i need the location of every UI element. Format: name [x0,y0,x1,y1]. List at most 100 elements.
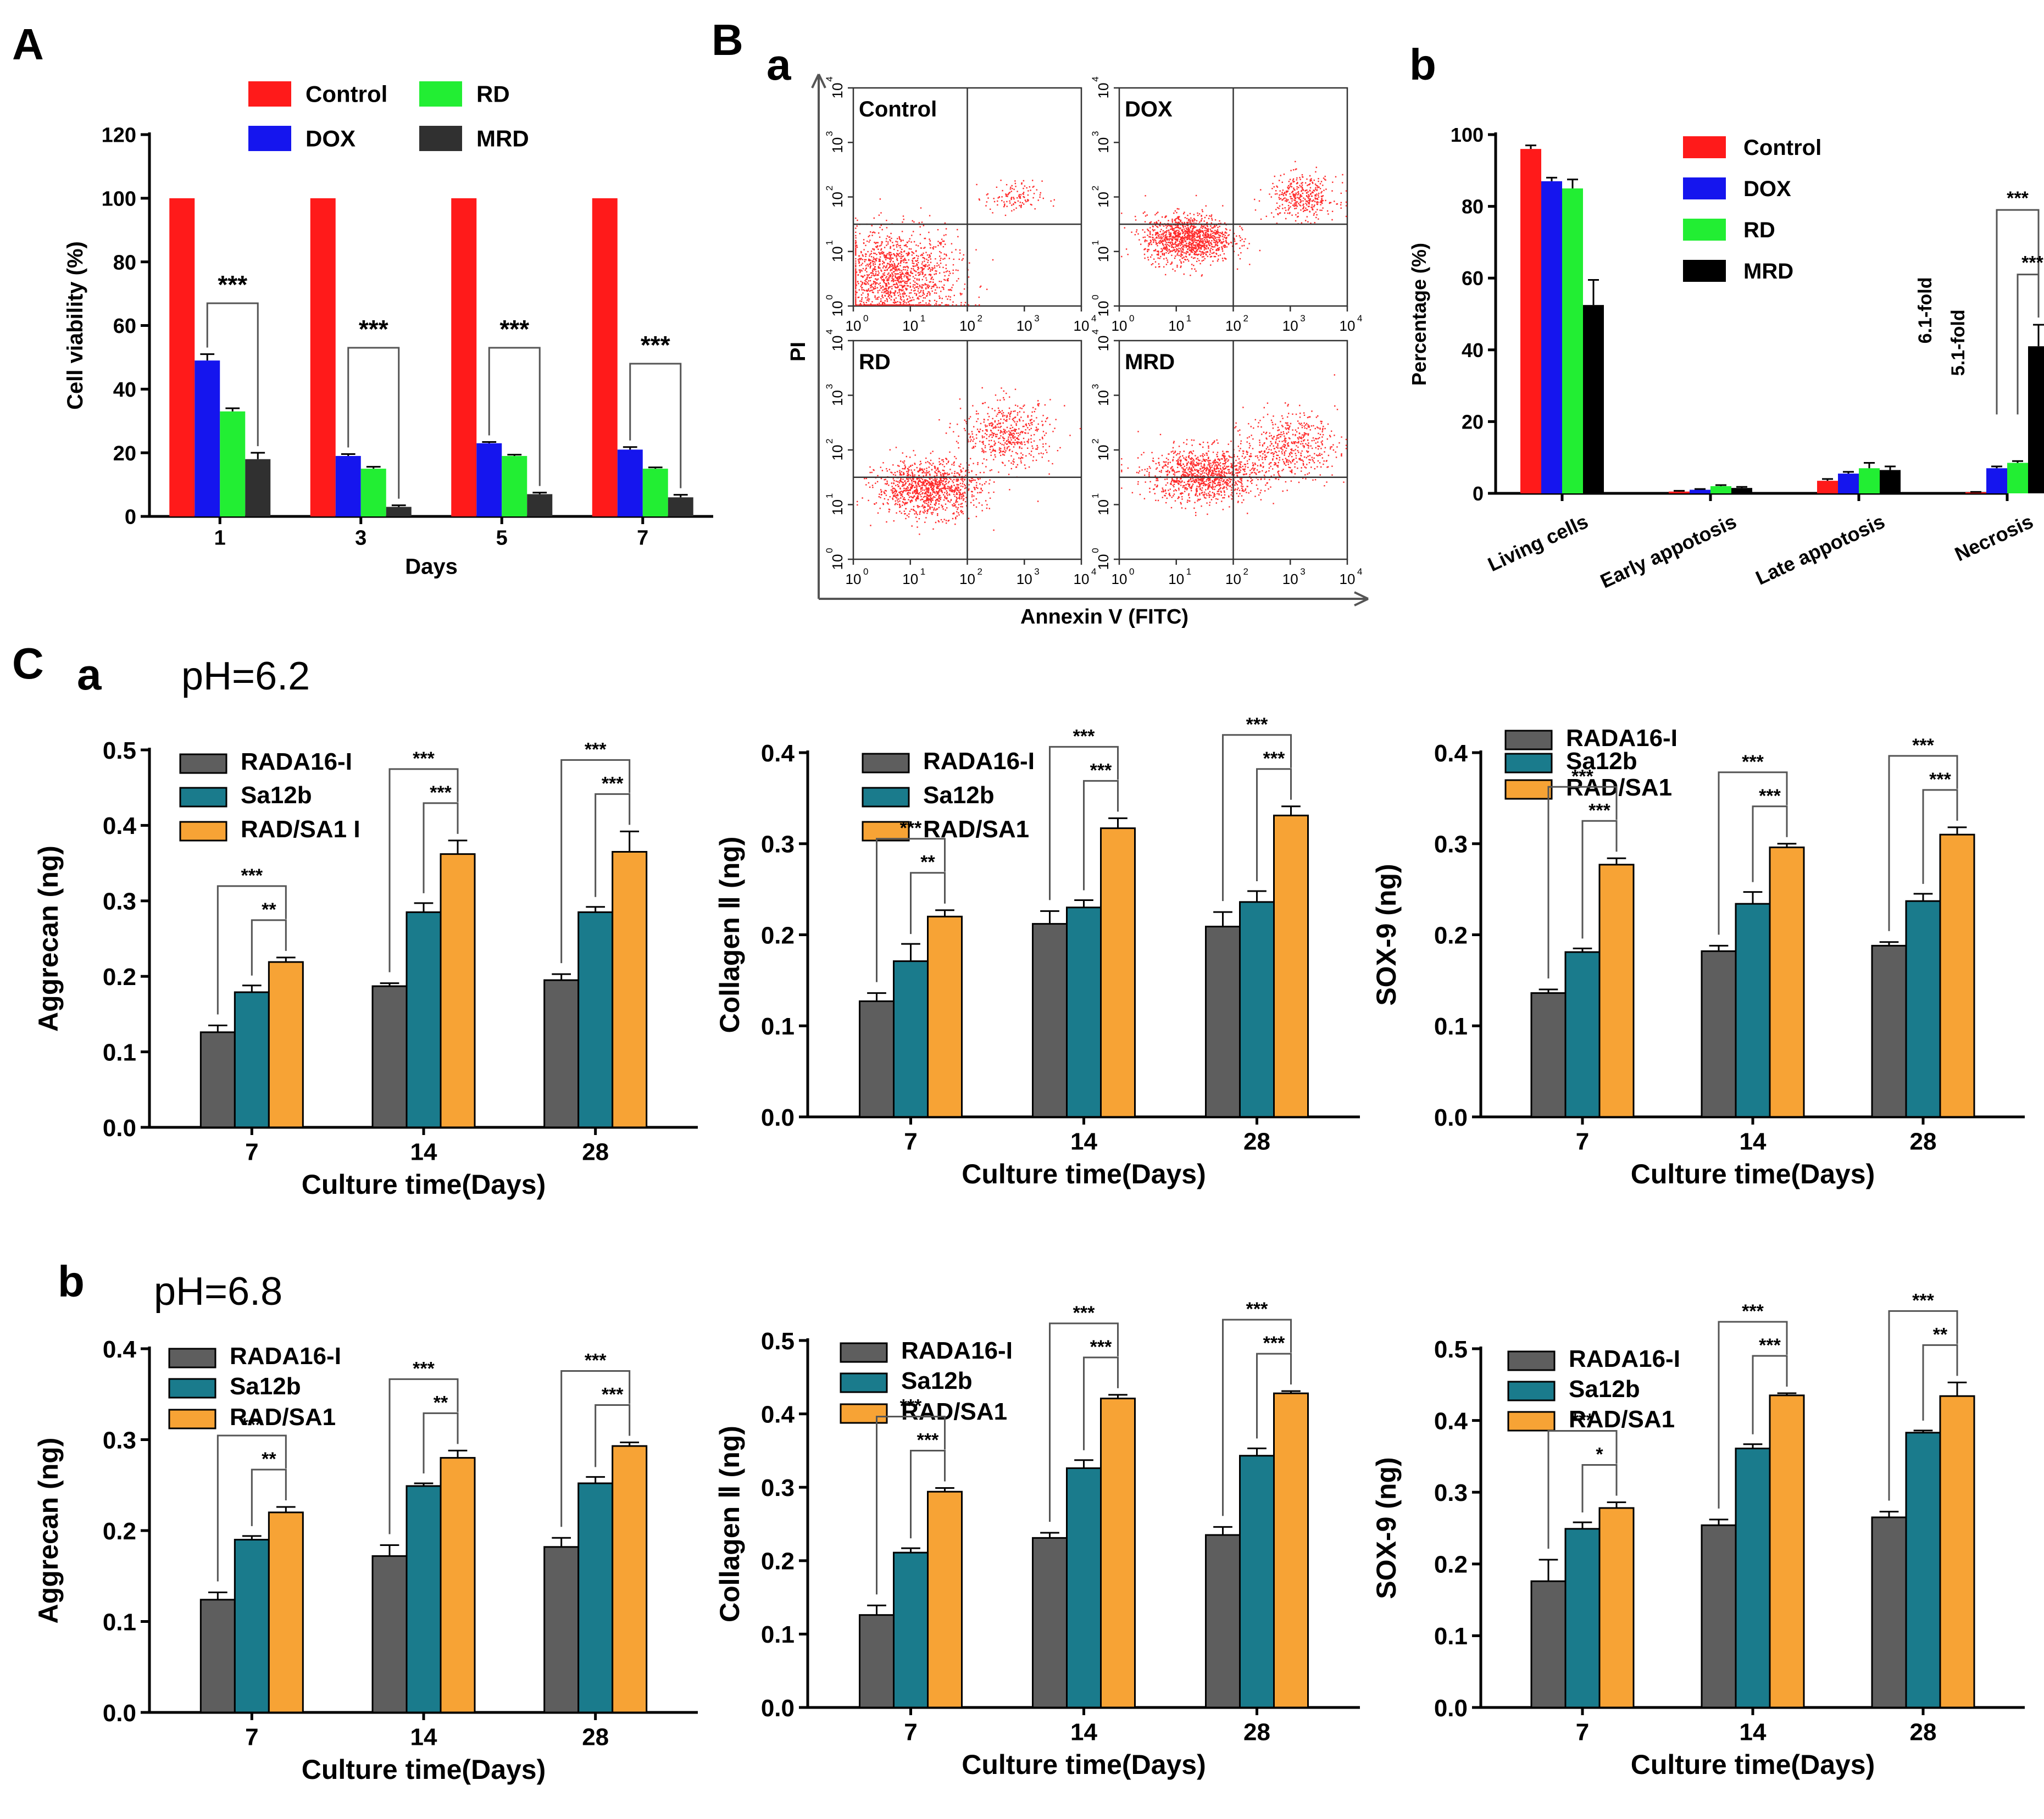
y-tick-label: 20 [113,442,136,465]
y-tick-label: 120 [102,124,136,147]
significance-bracket [1222,734,1292,902]
y-axis-label: Collagen Ⅱ (ng) [714,1426,745,1622]
significance-bracket [216,885,287,1015]
y-tick-label: 10 [1095,137,1112,153]
bar [1769,846,1805,1118]
significance-bracket [1581,1464,1618,1513]
bar [642,469,668,516]
scatter-points [857,447,1039,535]
chart-A: 0 20 40 60 80 100 120 1 3 5 7 Days Cell viability (%… [63,81,713,579]
y-tick-exponent: 4 [824,329,835,334]
legend-swatch [1683,177,1726,199]
plot-title: RD [859,350,891,374]
significance-bracket-label: ** [262,899,276,920]
significance-bracket [1888,755,1958,931]
x-tick-label: 10 [1168,571,1184,587]
y-tick-label: 0.4 [1434,1408,1468,1434]
x-tick-exponent: 1 [1186,566,1191,577]
significance-bracket-label: *** [1742,1301,1764,1322]
bar [1701,950,1737,1118]
x-tick-exponent: 0 [863,566,868,577]
y-tick-label: 0.1 [103,1609,136,1636]
x-tick-label: 7 [245,1138,258,1165]
y-tick-label: 0.4 [1434,740,1468,767]
x-tick-label: 14 [1070,1128,1097,1155]
legend-label: Sa12b [923,782,995,809]
chart-Cb3: 0.0 0.1 0.2 0.3 0.4 0.5 7 14 28 Culture time(Days… [1371,1290,2025,1780]
legend-swatch [1507,1411,1556,1432]
legend-label: Sa12b [230,1373,301,1400]
bar [612,850,648,1128]
bar [1100,827,1136,1118]
y-tick-label: 10 [1095,246,1112,262]
significance-label: *** [2007,188,2029,209]
bar [1562,188,1583,493]
y-tick-label: 0.0 [761,1104,795,1131]
significance-bracket [1888,1310,1958,1501]
bar [2007,463,2028,493]
scatter-points [855,198,994,306]
legend-label: DOX [306,126,356,152]
significance-bracket [1049,1322,1119,1522]
y-tick-label: 10 [829,336,846,352]
significance-bracket [1581,820,1618,939]
y-tick-label: 60 [1462,267,1484,290]
y-tick-label: 0.3 [761,1475,795,1501]
x-tick-label: 10 [1074,571,1090,587]
y-tick-label: 0.2 [103,964,136,991]
bar [440,1457,476,1714]
y-axis-label: PI [787,342,810,361]
significance-bracket-label: *** [1759,1335,1781,1356]
significance-bracket [1996,209,2040,415]
ph-label-a: pH=6.2 [181,654,310,698]
legend-swatch [248,126,291,151]
significance-bracket-label: *** [1588,800,1610,821]
significance-bracket-label: *** [1073,726,1095,747]
y-tick-label: 0.0 [103,1115,136,1142]
legend-swatch [168,1409,216,1429]
significance-bracket-label: *** [1929,769,1951,790]
y-tick-exponent: 0 [1090,294,1101,299]
x-tick-label: 5 [496,526,508,549]
legend-swatch [419,126,462,151]
y-tick-label: 10 [1095,554,1112,570]
significance-bracket-label: ** [1933,1324,1948,1345]
y-tick-label: 0 [1473,482,1484,505]
bar [1032,1537,1068,1709]
bar [1598,1507,1635,1709]
bar [1669,491,1690,493]
significance-label: *** [2021,253,2043,274]
significance-bracket-label: ** [262,1449,276,1470]
legend-swatch [1683,136,1726,158]
y-tick-label: 0.1 [761,1621,795,1648]
legend-label: RADA16-I [923,748,1035,775]
significance-bracket [251,1468,287,1526]
x-tick-label: Necrosis [1951,510,2036,565]
x-tick-exponent: 0 [1129,313,1134,324]
x-tick-label: 28 [1910,1128,1937,1155]
x-tick-exponent: 4 [1357,313,1362,324]
panel-label-Cb: b [58,1257,85,1306]
legend-swatch [179,821,227,842]
significance-bracket-label: *** [585,739,607,760]
significance-bracket [1752,1355,1788,1434]
legend-label: RAD/SA1 [1569,1406,1675,1433]
y-tick-label: 10 [829,445,846,461]
significance-bracket [2017,274,2040,415]
significance-bracket-label: *** [413,1358,435,1379]
bar [592,198,618,516]
y-tick-label: 10 [1095,499,1112,515]
legend-swatch [179,753,227,774]
x-tick-label: 10 [1017,571,1032,587]
x-tick-exponent: 4 [1091,313,1096,324]
bar [577,1482,614,1714]
y-tick-label: 0.4 [103,1336,137,1363]
significance-bracket [1222,1319,1292,1516]
y-tick-label: 10 [1095,390,1112,406]
significance-label: *** [218,270,247,299]
bar [1710,486,1731,493]
